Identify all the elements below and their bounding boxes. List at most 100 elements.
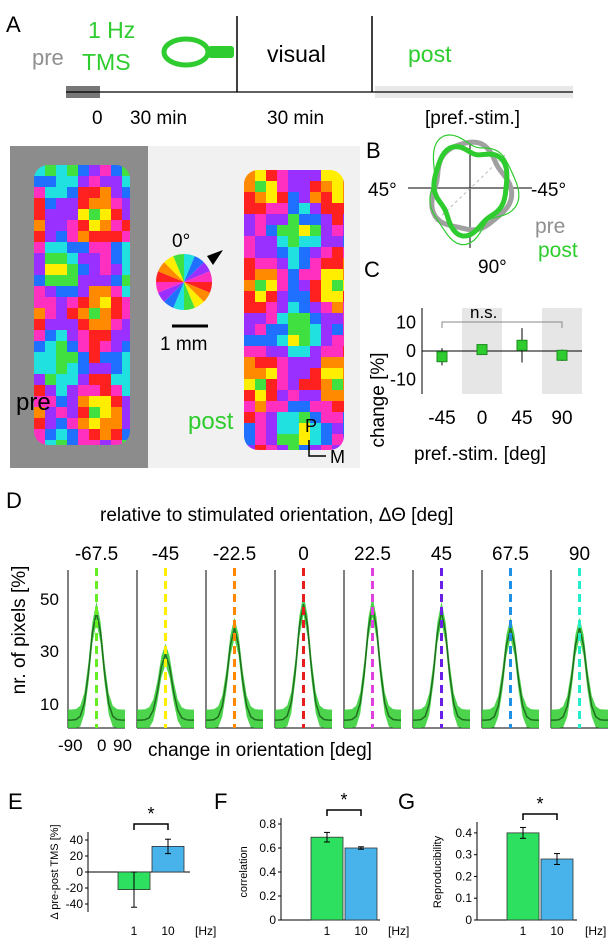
chart-g-hz: [Hz] [585, 924, 606, 938]
panel-d-header-1: -45 [152, 544, 179, 565]
panel-d-ylabel: nr. of pixels [%] [9, 566, 30, 695]
panel-d-band-3 [275, 593, 332, 728]
chart-c-xtick: 0 [477, 408, 488, 429]
panel-d-label: D [6, 488, 22, 513]
pre-orientation-map [34, 165, 130, 445]
panel-d-header-7: 90 [569, 544, 590, 565]
chart-f-bar-0 [310, 836, 344, 921]
chart-c-xtick: -45 [428, 408, 455, 429]
panel-d-xtick-0: 0 [97, 736, 106, 755]
panel-b-label: B [366, 138, 381, 163]
chart-c-point [516, 339, 528, 351]
chart-e-sig-bracket [133, 823, 169, 830]
chart-f-ytick: 0.2 [259, 889, 276, 903]
chart-e-xtick-0: 1 [131, 924, 138, 938]
chart-e-ytick: 20 [70, 849, 84, 863]
panel-d-xlabel: change in orientation [deg] [148, 740, 372, 761]
visual-label: visual [267, 41, 326, 67]
chart-f-hz: [Hz] [388, 924, 409, 938]
panel-d-xtick-minus90: -90 [58, 736, 83, 755]
chart-e: 40 20 0 -20 -40 1 10 * [66, 804, 190, 938]
scale-label: 1 mm [160, 334, 208, 355]
zero-deg-label: 0° [172, 231, 190, 252]
time-30min-2: 30 min [267, 108, 324, 129]
chart-g-ytick: 0.3 [455, 848, 472, 862]
panel-d-band-4 [344, 596, 401, 728]
chart-g-sig-star: * [536, 794, 543, 814]
chart-c-point [436, 351, 448, 363]
panel-d-curve-1 [137, 651, 194, 721]
panel-d-band-5 [413, 601, 470, 728]
polar-90-label: 90° [478, 257, 507, 278]
chart-e-ytick: 40 [70, 833, 84, 847]
chart-e-ytick: -20 [66, 881, 84, 895]
chart-f-sig-star: * [340, 790, 347, 810]
chart-g-sig-bracket [522, 813, 558, 820]
chart-e-hz: [Hz] [195, 924, 216, 938]
post-orientation-map [244, 170, 344, 450]
chart-g-bar-1 [540, 858, 574, 921]
panel-c-label: C [364, 257, 380, 282]
chart-g-ytick: 0.4 [455, 826, 472, 840]
panel-e-label: E [8, 789, 23, 814]
panel-d-band-7 [551, 617, 608, 728]
chart-f-xtick-1: 10 [354, 924, 368, 938]
chart-c: 10 0 -10 -45 0 45 90 [390, 308, 582, 429]
panel-d-band-2 [206, 617, 263, 728]
pre-label: pre [32, 45, 64, 70]
panel-d-ytick-30: 30 [40, 642, 59, 661]
tms-coil-icon [161, 36, 234, 68]
chart-g-ylabel: Reproducibility [432, 835, 444, 908]
post-label: post [408, 41, 452, 67]
chart-c-ylabel: change [%] [368, 352, 389, 447]
panel-f-label: F [214, 789, 227, 814]
chart-c-point [476, 344, 488, 356]
panel-d-xtick-90: 90 [113, 736, 132, 755]
chart-f-sig-bracket [326, 809, 362, 816]
polar-45-label: 45° [368, 180, 397, 201]
chart-c-ytick: -10 [390, 370, 416, 390]
chart-c-ns: n.s. [470, 303, 497, 322]
chart-g-ytick: 0 [465, 913, 472, 927]
axis-m-label: M [330, 447, 345, 467]
tms-line1: 1 Hz [88, 17, 135, 43]
time-30min-1: 30 min [130, 108, 187, 129]
panel-d-curve-3 [274, 604, 333, 721]
panel-d-band-1 [137, 643, 194, 728]
chart-c-xtick: 90 [551, 408, 572, 429]
chart-f: 0.8 0.6 0.4 0.2 0 1 10 * [259, 790, 380, 938]
panel-d-band-6 [482, 617, 539, 728]
chart-f-ytick: 0 [269, 913, 276, 927]
chart-g: 0.4 0.3 0.2 0.1 0 1 10 * [455, 794, 577, 938]
panel-d-header-6: 67.5 [492, 544, 529, 565]
chart-f-bar-1 [344, 847, 378, 921]
polar-post-legend: post [538, 239, 578, 262]
color-wheel-icon [156, 254, 212, 310]
panel-d-header-2: -22.5 [213, 544, 256, 565]
panel-g-label: G [398, 789, 415, 814]
tms-line2: TMS [82, 49, 131, 75]
chart-c-xlabel: pref.-stim. [deg] [414, 444, 546, 465]
polar-pre-legend: pre [535, 215, 565, 238]
chart-e-ylabel: Δ pre-post TMS [%] [49, 824, 61, 919]
map-post-label: post [188, 408, 234, 435]
panel-d-band-0 [68, 601, 125, 728]
panel-d-curve-4 [343, 606, 402, 721]
time-0: 0 [92, 108, 103, 129]
polar-post-curve [431, 144, 510, 239]
panel-d-header-3: 0 [298, 544, 309, 565]
chart-g-ytick: 0.2 [455, 869, 472, 883]
chart-g-ytick: 0.1 [455, 891, 472, 905]
chart-f-ylabel: correlation [238, 846, 250, 897]
chart-f-ytick: 0.6 [259, 841, 276, 855]
panel-d-header-5: 45 [431, 544, 452, 565]
panel-d-header-4: 22.5 [354, 544, 391, 565]
chart-f-ytick: 0.8 [259, 817, 276, 831]
chart-c-ytick: 10 [396, 312, 416, 332]
chart-g-xtick-0: 1 [520, 924, 527, 938]
chart-c-ytick: 0 [406, 341, 416, 361]
chart-g-bar-0 [506, 832, 540, 921]
panel-d-ytick-50: 50 [40, 590, 59, 609]
